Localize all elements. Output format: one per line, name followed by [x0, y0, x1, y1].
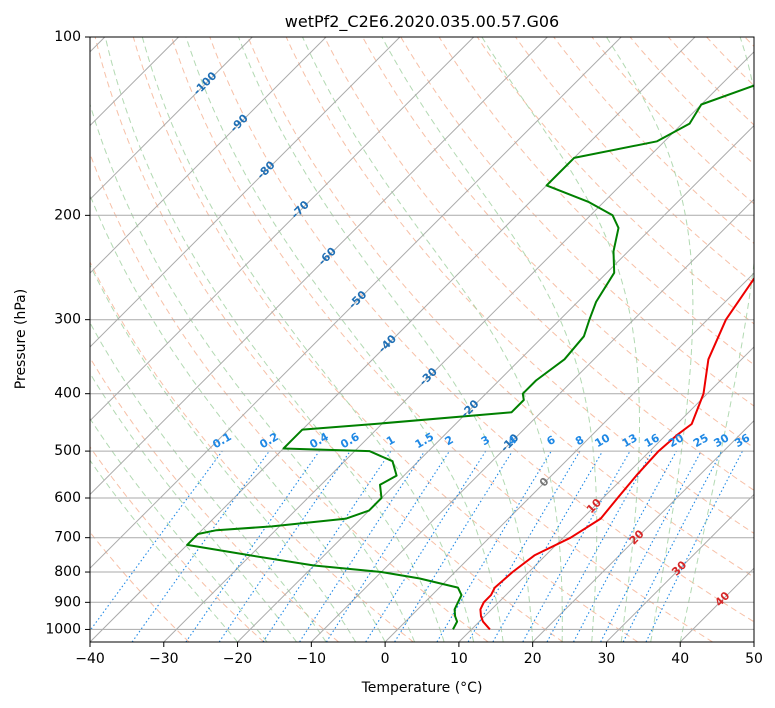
x-tick-label: 10	[450, 651, 468, 667]
y-tick-label: 900	[54, 594, 81, 610]
mixing-ratio-line	[573, 450, 677, 642]
moist-adiabat	[90, 193, 386, 642]
mixing-ratio-line	[645, 450, 743, 642]
isotherm	[90, 37, 253, 201]
x-tick-label: −30	[149, 651, 179, 667]
moist-adiabat	[185, 37, 504, 642]
dry-adiabat	[438, 37, 754, 366]
moist-adiabat	[90, 372, 298, 642]
y-tick-label: 600	[54, 490, 81, 506]
plot-area	[90, 37, 754, 642]
x-tick-label: −20	[223, 651, 253, 667]
isotherm	[310, 198, 754, 642]
y-tick-label: 1000	[45, 621, 81, 637]
y-tick-label: 800	[54, 564, 81, 580]
moist-adiabat	[381, 37, 598, 642]
mixing-ratio-line	[90, 450, 223, 632]
isotherm	[90, 37, 622, 569]
isotherm	[90, 37, 327, 274]
y-tick-label: 200	[54, 207, 81, 223]
isotherm	[384, 272, 754, 642]
isotherm	[90, 37, 475, 422]
y-tick-label: 500	[54, 443, 81, 459]
x-axis-label: Temperature (°C)	[361, 680, 483, 696]
dry-adiabat	[247, 37, 754, 578]
moist-adiabat	[90, 459, 238, 642]
mixing-ratio-line	[394, 450, 513, 642]
x-tick-label: 0	[381, 651, 390, 667]
x-tick-label: 50	[745, 651, 763, 667]
dry-adiabat	[132, 37, 639, 642]
dry-adiabat	[90, 356, 339, 642]
dry-adiabat	[94, 37, 564, 642]
mixing-ratio-line	[218, 450, 351, 642]
dry-adiabat	[285, 37, 754, 534]
moist-adiabat	[90, 417, 268, 642]
x-tick-label: 40	[671, 651, 689, 667]
isotherm	[532, 419, 754, 642]
x-tick-label: 30	[598, 651, 616, 667]
moist-adiabat	[302, 37, 563, 642]
dry-adiabat	[323, 37, 754, 491]
mixing-ratio-line	[299, 450, 426, 642]
dry-adiabat	[209, 37, 754, 623]
isotherm	[458, 346, 754, 642]
moist-adiabat	[481, 37, 640, 642]
isotherm	[606, 493, 754, 642]
moist-adiabat	[90, 263, 357, 642]
isotherm	[90, 37, 401, 348]
mixing-ratio-line	[262, 450, 392, 642]
mixing-ratio-line	[325, 450, 450, 642]
y-axis-label: Pressure (hPa)	[13, 289, 29, 389]
dry-adiabat	[171, 37, 713, 642]
dry-adiabat	[476, 37, 754, 325]
mixing-ratio-line	[185, 450, 320, 642]
y-tick-label: 400	[54, 386, 81, 402]
dewpoint-profile-line	[186, 84, 754, 630]
moist-adiabat	[238, 37, 534, 642]
plot-frame	[89, 36, 755, 643]
isotherm	[90, 37, 548, 496]
isotherm	[753, 641, 754, 642]
moist-adiabat	[605, 37, 694, 642]
y-tick-label: 300	[54, 312, 81, 328]
dry-adiabat	[90, 446, 265, 642]
moist-adiabat	[104, 37, 445, 642]
isotherm	[237, 124, 754, 642]
chart-title: wetPf2_C2E6.2020.035.00.57.G06	[285, 12, 559, 32]
x-tick-label: −10	[297, 651, 327, 667]
x-tick-label: −40	[75, 651, 105, 667]
moist-adiabat	[90, 321, 327, 642]
mixing-ratio-line	[522, 450, 631, 642]
moist-adiabat	[679, 37, 754, 642]
dry-adiabat	[90, 260, 414, 642]
y-tick-label: 100	[54, 29, 81, 45]
x-tick-label: 20	[524, 651, 542, 667]
y-tick-label: 700	[54, 530, 81, 546]
moist-adiabat	[141, 37, 475, 642]
isotherm	[163, 51, 754, 642]
mixing-ratio-line	[131, 450, 270, 642]
temperature-profile-line	[479, 276, 754, 631]
mixing-ratio-line	[546, 450, 653, 642]
